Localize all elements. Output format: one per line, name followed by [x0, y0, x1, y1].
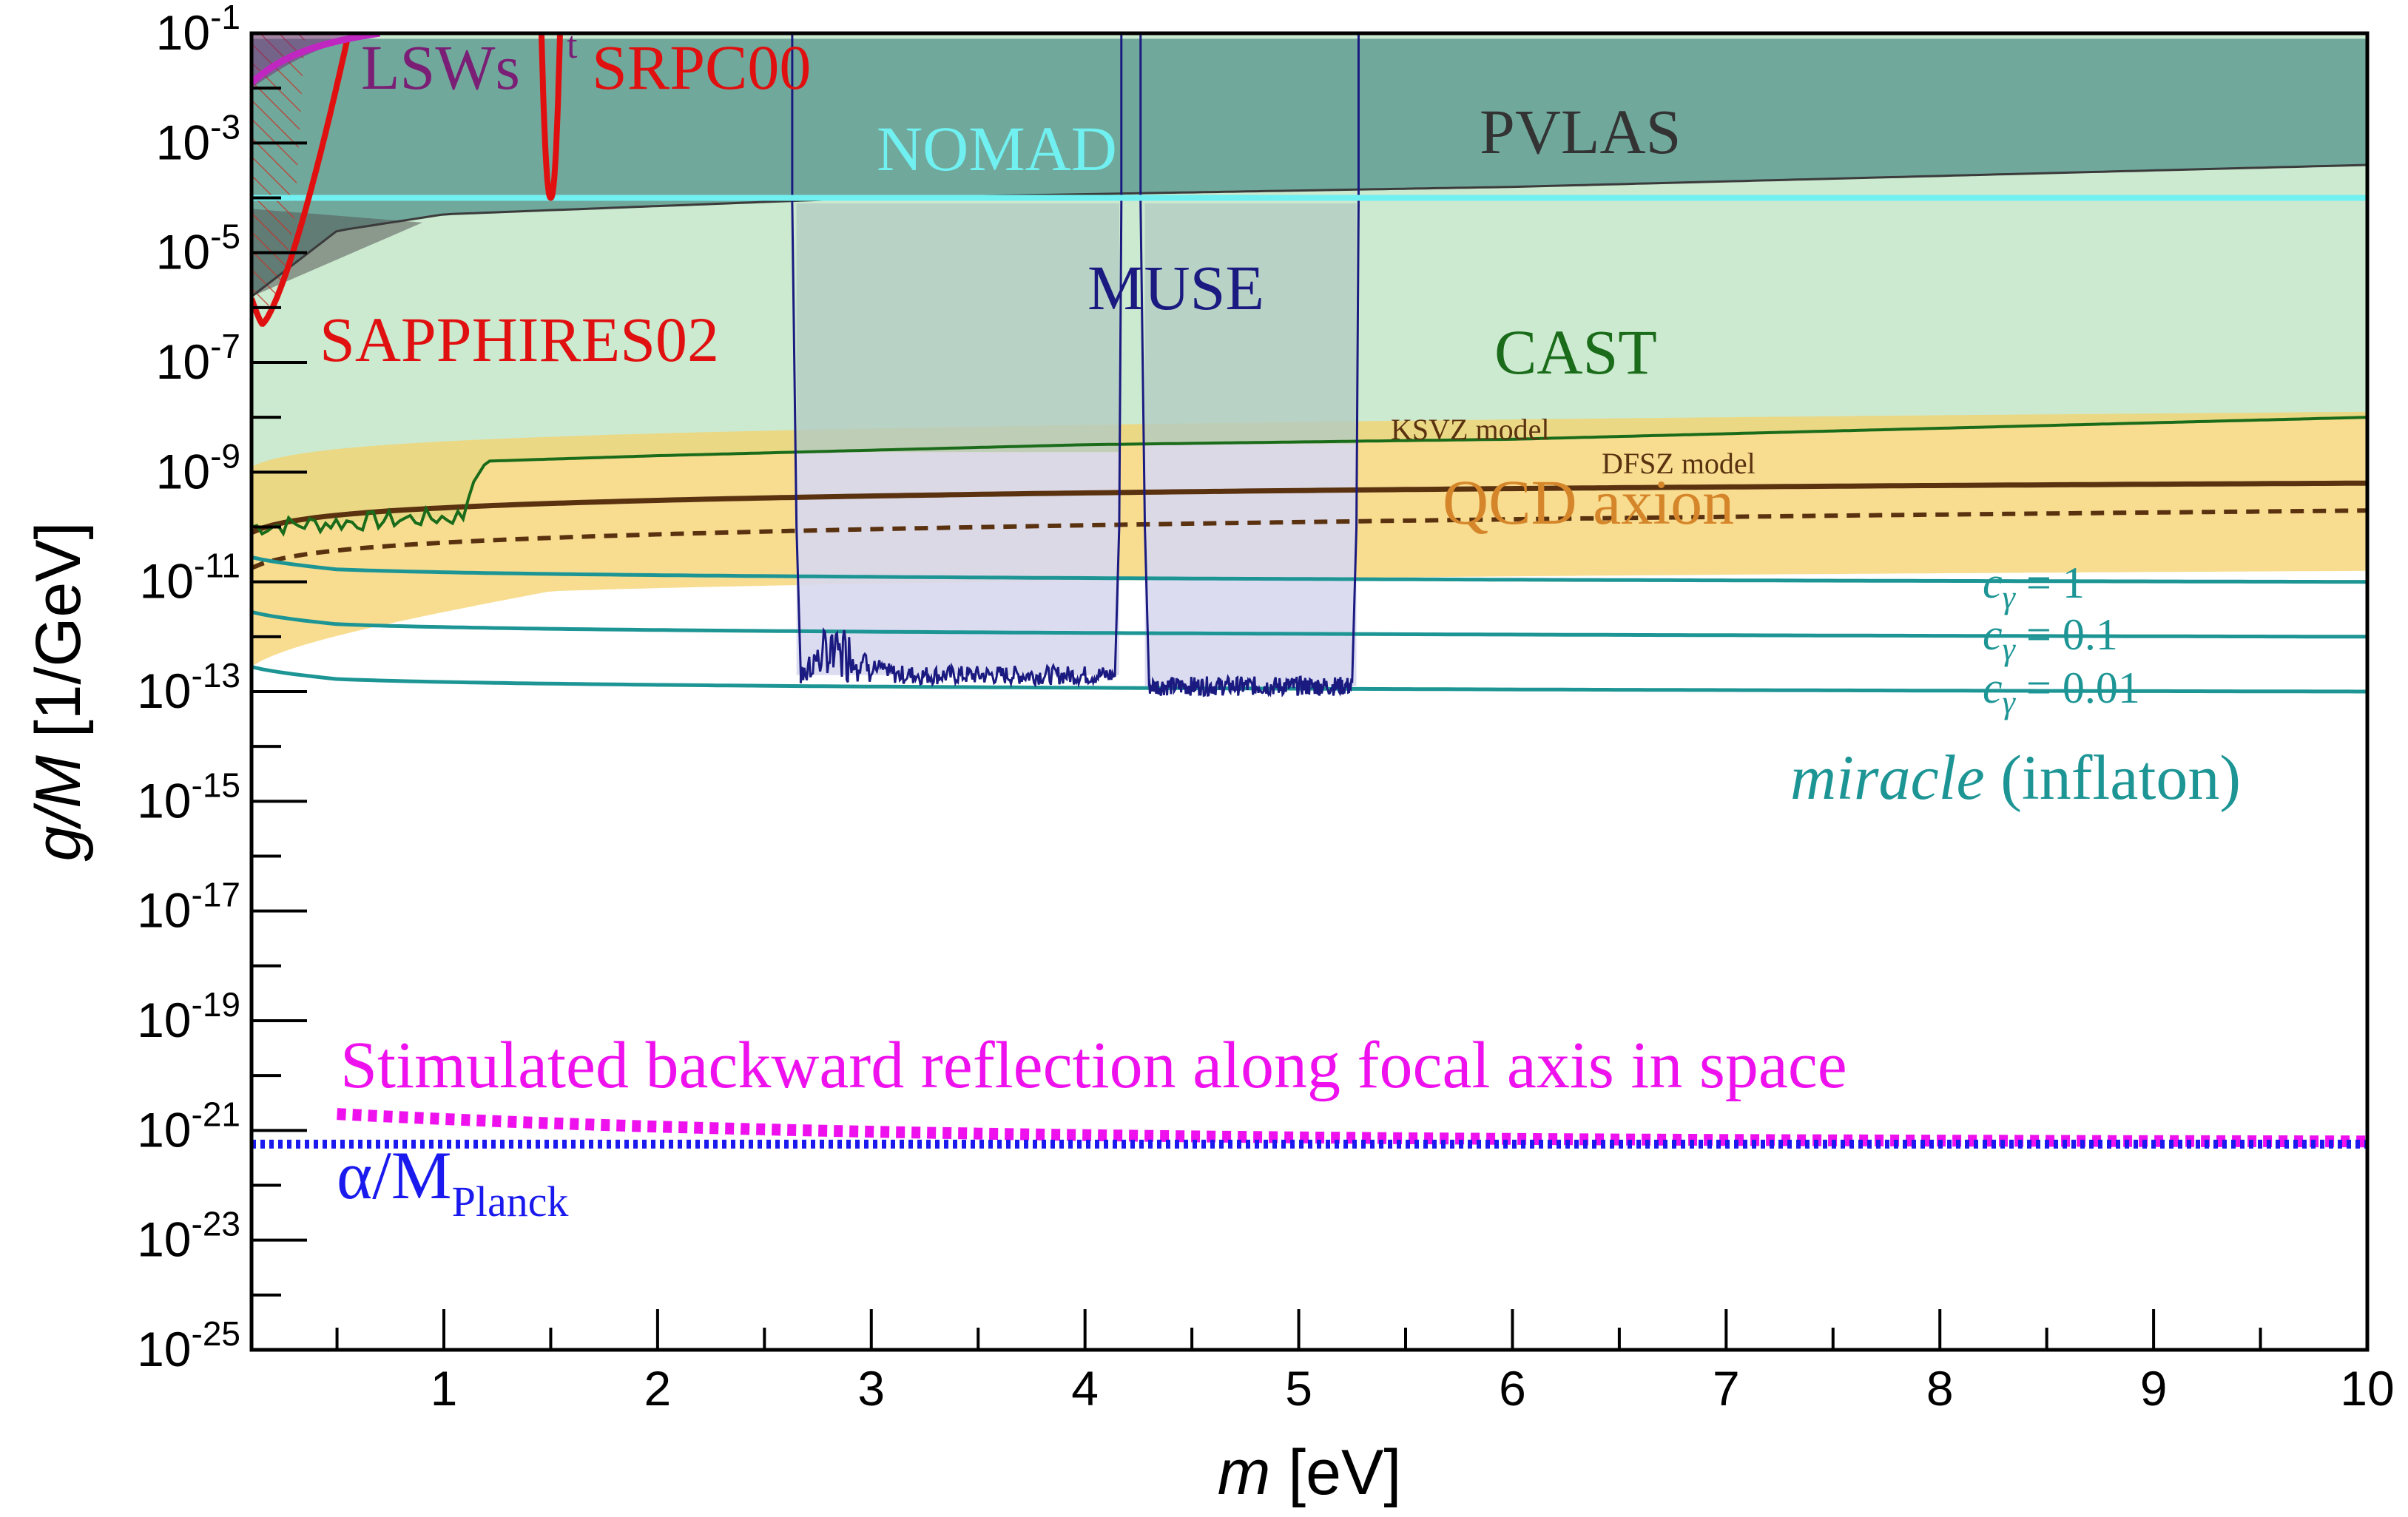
srpc-prefix-label: t: [567, 24, 578, 67]
miracle-c1-label: cγ = 1: [1983, 558, 2085, 615]
y-axis-title: g/M [1/GeV]: [23, 522, 94, 862]
pvlas-dark-corner: [252, 209, 423, 297]
muse-lower-fill-1: [1144, 444, 1357, 686]
stimulated-line: [337, 1108, 2367, 1148]
x-tick-label: 3: [857, 1361, 885, 1416]
y-tick-label: 10-25: [137, 1314, 240, 1376]
miracle-c001-label: cγ = 0.01: [1983, 663, 2140, 720]
y-tick-label: 10-19: [137, 985, 240, 1047]
svg-text:cγ = 0.1: cγ = 0.1: [1983, 610, 2118, 667]
x-tick-label: 1: [431, 1361, 458, 1416]
miracle-c01-label: cγ = 0.1: [1983, 610, 2118, 667]
muse-outline-1: [1139, 203, 1360, 697]
x-tick-label: 5: [1285, 1361, 1312, 1416]
plot-curves: [252, 33, 2367, 1149]
y-tick-label: 10-15: [137, 766, 240, 828]
y-tick-label: 10-17: [137, 876, 240, 938]
lsw-curve: [252, 33, 380, 86]
y-tick-label: 10-13: [137, 656, 240, 718]
y-tick-label: 10-7: [156, 327, 240, 389]
muse-outline-0: [791, 203, 1123, 689]
cast-line: [252, 416, 2367, 537]
muse-upper-fill-1: [1144, 203, 1357, 445]
srpc-curve: [538, 33, 563, 201]
y-tick-labels: 10-1 10-3 10-5 10-7 10-9 10-11 10-13 10-15 10-17…: [137, 0, 240, 1376]
lsw-region: [252, 33, 380, 89]
cast-label: CAST: [1494, 317, 1657, 388]
svg-text:cγ = 1: cγ = 1: [1983, 558, 2085, 615]
x-tick-label: 7: [1713, 1361, 1740, 1416]
y-tick-label: 10-1: [156, 0, 240, 60]
dfsz-label: DFSZ model: [1602, 447, 1756, 480]
pvlas-boundary: [252, 163, 2367, 298]
x-axis-title: m [eV]: [1218, 1437, 1402, 1508]
dfsz-line: [252, 508, 2367, 570]
x-tick-label: 10: [2340, 1361, 2394, 1416]
muse-lower-fill-0: [796, 452, 1119, 675]
miracle-title: miracle (inflaton): [1790, 742, 2241, 813]
x-tick-labels: 1 2 3 4 5 6 7 8 9 10: [431, 1361, 2395, 1416]
srpc-label: SRPC00: [592, 32, 811, 103]
y-tick-label: 10-9: [156, 436, 240, 499]
y-tick-label: 10-23: [137, 1205, 240, 1267]
x-tick-label: 6: [1499, 1361, 1526, 1416]
muse-upper-fill-0: [796, 203, 1119, 453]
y-tick-label: 10-5: [156, 217, 240, 280]
x-tick-label: 8: [1926, 1361, 1954, 1416]
lsw-label: LSWs: [361, 32, 520, 103]
svg-text:cγ = 0.01: cγ = 0.01: [1983, 663, 2140, 720]
pvlas-label: PVLAS: [1480, 96, 1681, 167]
plot-regions: [252, 33, 2367, 686]
planck-label: α/MPlanck: [337, 1138, 568, 1226]
nomad-label: NOMAD: [877, 113, 1117, 184]
qcd-axion-label: QCD axion: [1443, 467, 1734, 538]
x-tick-label: 4: [1071, 1361, 1099, 1416]
stimulated-label: Stimulated backward reflection along foc…: [340, 1029, 1847, 1102]
ksvz-label: KSVZ model: [1391, 413, 1549, 446]
miracle-curve-0: [252, 555, 2367, 584]
x-tick-label: 2: [644, 1361, 672, 1416]
y-tick-label: 10-11: [140, 547, 241, 609]
miracle-curve-1: [252, 610, 2367, 639]
x-tick-label: 9: [2140, 1361, 2168, 1416]
ksvz-line: [252, 480, 2367, 535]
sapphires-label: SAPPHIRES02: [320, 304, 719, 375]
sapphires-curve: [252, 36, 351, 327]
y-tick-label: 10-21: [137, 1095, 240, 1157]
y-tick-label: 10-3: [156, 107, 240, 169]
plot-frame: [249, 31, 2370, 1352]
pvlas-region: [252, 38, 2367, 297]
muse-label: MUSE: [1087, 252, 1264, 323]
